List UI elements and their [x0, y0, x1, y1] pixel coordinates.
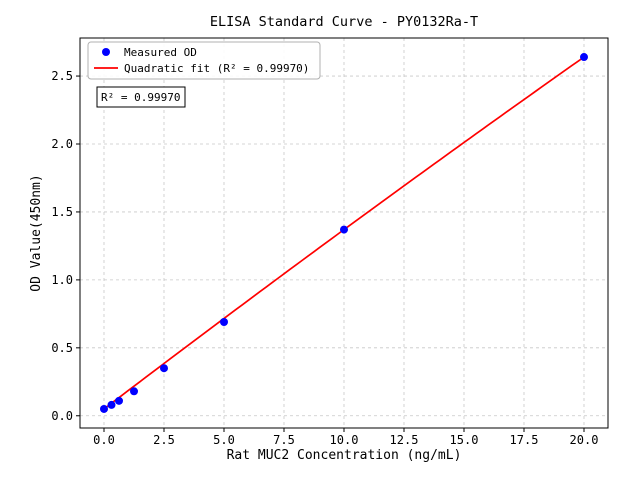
annotation-box: [96, 86, 186, 108]
x-tick-label: 20.0: [570, 433, 599, 447]
legend: Measured OD Quadratic fit (R² = 0.99970): [87, 41, 321, 80]
legend-marker-measured-od: [102, 48, 110, 56]
y-axis-label: OD Value(450nm): [29, 174, 44, 291]
data-point: [130, 387, 138, 396]
y-tick-label: 0.0: [51, 409, 73, 423]
y-tick-label: 1.5: [51, 205, 73, 219]
x-tick-label: 10.0: [330, 433, 359, 447]
legend-label-quadratic-fit: Quadratic fit (R² = 0.99970): [124, 62, 309, 75]
annotation-r-squared-text: R² = 0.99970: [101, 91, 180, 104]
data-point: [340, 225, 348, 234]
y-tick-label: 2.5: [51, 69, 73, 83]
data-point: [160, 364, 168, 373]
data-point: [580, 53, 588, 62]
x-tick-label: 0.0: [93, 433, 115, 447]
x-tick-label: 15.0: [450, 433, 479, 447]
x-tick-label: 2.5: [153, 433, 175, 447]
x-tick-label: 7.5: [273, 433, 295, 447]
data-point: [107, 400, 116, 409]
data-point: [100, 404, 108, 413]
y-tick-label: 2.0: [51, 137, 73, 151]
annotation: R² = 0.99970: [96, 86, 186, 108]
x-axis-label: Rat MUC2 Concentration (ng/mL): [227, 448, 462, 463]
x-tick-label: 12.5: [390, 433, 419, 447]
legend-label-measured-od: Measured OD: [124, 46, 197, 59]
y-tick-label: 1.0: [51, 273, 73, 287]
x-tick-label: 17.5: [510, 433, 539, 447]
y-tick-label: 0.5: [51, 341, 73, 355]
data-point: [220, 318, 228, 327]
data-point: [115, 396, 123, 405]
legend-box: [87, 41, 321, 80]
chart-title: ELISA Standard Curve - PY0132Ra-T: [210, 14, 478, 30]
x-tick-label: 5.0: [213, 433, 235, 447]
